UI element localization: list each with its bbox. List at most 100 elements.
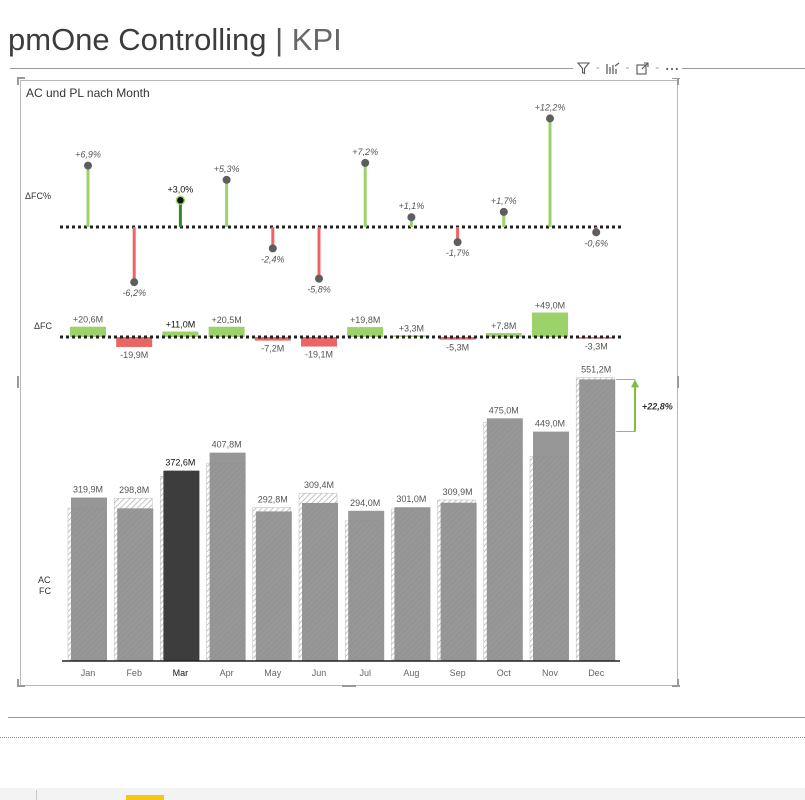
delta-fc-pct-label: -0,6% [584, 238, 608, 248]
delta-fc-pct-head [453, 238, 462, 247]
ac-bar [302, 502, 338, 661]
focus-mode-icon[interactable] [606, 61, 620, 75]
ac-value-label: 294,0M [350, 498, 380, 508]
resize-handle-right[interactable] [677, 376, 679, 388]
page-dotted-divider [0, 737, 805, 738]
header-divider [10, 68, 805, 69]
delta-fc-pct-head [222, 175, 231, 184]
delta-fc-bar [208, 326, 245, 337]
x-tick-label: Dec [588, 668, 605, 678]
axis-label-ac: AC [38, 575, 51, 585]
delta-fc-label: -3,3M [585, 342, 608, 352]
delta-fc-label: -19,9M [120, 350, 148, 360]
resize-handle-bottom-right[interactable] [672, 685, 680, 687]
delta-fc-bar [347, 327, 384, 337]
ac-value-label: 407,8M [212, 440, 242, 450]
delta-fc-pct-head [315, 274, 323, 283]
delta-fc-bar [301, 337, 337, 347]
delta-fc-pct-head [130, 278, 139, 287]
x-tick-label: Oct [497, 668, 512, 678]
x-tick-label: Feb [126, 668, 142, 678]
delta-fc-label: +20,5M [211, 315, 241, 325]
delta-fc-pct-label: +7,2% [352, 147, 378, 157]
delta-fc-label: +11,0M [166, 320, 196, 330]
x-tick-label: Nov [542, 668, 559, 678]
delta-fc-label: +49,0M [535, 301, 565, 311]
ac-bar [394, 507, 431, 661]
ac-fc-bars: 319,9M 298,8M 372,6M 407,8M 292,8M 309,4M 294,… [62, 365, 620, 662]
ac-bar [255, 511, 292, 661]
more-options-icon[interactable] [665, 61, 679, 75]
resize-handle-top-left-v[interactable] [17, 77, 19, 85]
x-axis-labels: Jan Feb Mar Apr May Jun Jul Aug Sep Oct Nov Dec [81, 668, 605, 678]
delta-fc-pct-row-label: ΔFC% [25, 191, 51, 201]
delta-fc-pct-label: +5,3% [214, 164, 240, 174]
ac-value-label: 319,9M [73, 485, 103, 495]
delta-fc-pct-label: +1,7% [491, 196, 517, 206]
delta-fc-pct-label: +12,2% [535, 102, 566, 112]
delta-fc-bar [485, 333, 522, 337]
ac-bar [209, 452, 246, 661]
growth-annotation-label: +22,8% [642, 401, 673, 411]
resize-handle-bottom[interactable] [342, 685, 356, 687]
ac-bar [348, 510, 385, 661]
delta-fc-pct-head [546, 114, 554, 123]
resize-handle-bottom-right-v[interactable] [677, 679, 679, 687]
ac-bar [117, 508, 154, 661]
chart-title: AC und PL nach Month [26, 86, 150, 100]
resize-handle-left[interactable] [17, 376, 19, 388]
delta-fc-pct-label: -1,7% [446, 248, 470, 258]
delta-fc-pct-head [592, 228, 601, 237]
delta-fc-bar [254, 337, 291, 341]
delta-fc-label: +3,3M [399, 323, 424, 333]
delta-fc-label: -7,2M [261, 344, 284, 354]
resize-handle-bottom-left-v[interactable] [17, 679, 19, 687]
ac-value-label: 475,0M [489, 405, 519, 415]
delta-fc-pct-label: +1,1% [399, 201, 425, 211]
x-tick-label: May [264, 668, 282, 678]
delta-fc-pct-label: -6,2% [122, 288, 146, 298]
delta-fc-pct-head [499, 207, 508, 216]
filter-icon[interactable] [576, 61, 590, 75]
active-page-tab-indicator[interactable] [126, 795, 164, 800]
ac-bar [533, 431, 569, 661]
ac-value-label: 292,8M [258, 495, 288, 505]
x-tick-label: Jun [312, 668, 327, 678]
x-tick-label: Jul [359, 668, 371, 678]
expand-icon[interactable] [635, 61, 649, 75]
ac-bar [486, 418, 523, 661]
delta-fc-label: -19,1M [305, 350, 333, 360]
delta-fc-label: +19,8M [350, 315, 380, 325]
delta-fc-bar [116, 337, 153, 347]
x-tick-label: Apr [220, 668, 234, 678]
resize-handle-top-right[interactable] [672, 77, 680, 79]
delta-fc-pct-head [175, 195, 186, 206]
delta-fc-label: +20,6M [73, 315, 103, 325]
page-title-sub: KPI [291, 22, 342, 57]
ac-value-label: 298,8M [119, 485, 149, 495]
ac-value-label: 551,2M [581, 365, 611, 375]
page-title: pmOne Controlling | KPI [8, 22, 342, 58]
ac-bar [71, 497, 107, 661]
delta-fc-bar [393, 335, 430, 337]
delta-fc-bar [532, 312, 568, 337]
ac-bar [579, 379, 616, 661]
delta-fc-label: +7,8M [491, 321, 516, 331]
delta-fc-pct-head [407, 213, 416, 222]
resize-handle-top-left[interactable] [17, 77, 25, 79]
delta-fc-bars: +20,6M -19,9M +11,0M +20,5M -7,2M -19,1M +19,8… [60, 301, 622, 360]
ac-value-label: 301,0M [396, 494, 426, 504]
delta-fc-pct-label: +3,0% [168, 184, 194, 194]
delta-fc-label: -5,3M [446, 343, 469, 353]
growth-annotation: +22,8% [616, 378, 673, 433]
x-tick-label: Jan [81, 668, 96, 678]
page-divider [8, 717, 805, 718]
delta-fc-bar [162, 331, 199, 337]
visual-toolbar: - - - [573, 58, 683, 78]
delta-fc-pct-lollipops: +6,9% -6,2% +3,0% +5,3% -2,4% -5,8% +7,2% +1,1%… [60, 102, 622, 298]
resize-handle-bottom-left[interactable] [17, 685, 25, 687]
resize-handle-top-right-v[interactable] [677, 77, 679, 85]
ac-value-label: 372,6M [165, 458, 195, 468]
delta-fc-bar [70, 326, 106, 337]
delta-fc-pct-head [84, 161, 92, 170]
